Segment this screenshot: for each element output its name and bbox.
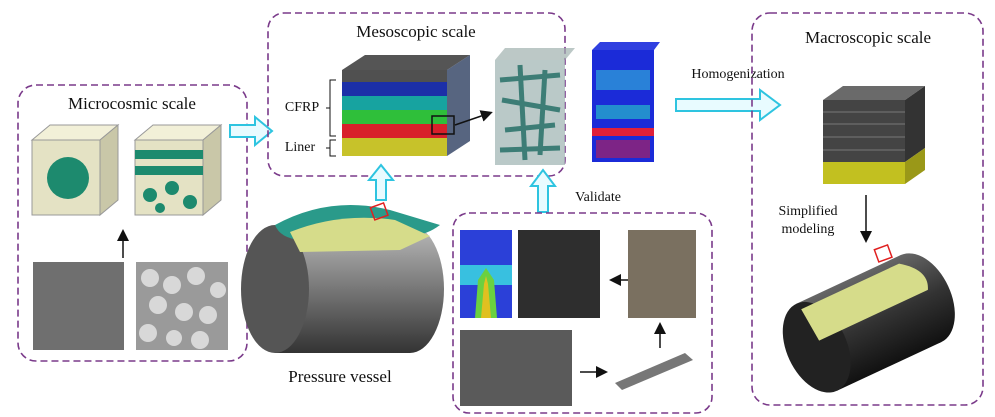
micro-cubes (30, 123, 223, 217)
mold-photo (460, 330, 572, 406)
cfrp-bracket (326, 79, 336, 137)
flow-arrow (366, 163, 396, 201)
simplified-label: Simplified (778, 204, 837, 219)
cfrp-label: CFRP (285, 100, 319, 115)
modeling-label: modeling (782, 222, 835, 237)
micro-box (17, 84, 248, 362)
validate-label: Validate (575, 190, 621, 205)
damage-cube (592, 42, 660, 162)
homogenization-label: Homogenization (691, 67, 784, 82)
specimen (615, 353, 693, 390)
validation-box (452, 212, 713, 414)
pressure-vessel (241, 202, 444, 353)
meso-title: Mesoscopic scale (356, 22, 475, 41)
macro-box (751, 12, 984, 406)
flow-arrow (529, 168, 557, 213)
macro-cube (823, 86, 925, 184)
machine-photo (628, 230, 696, 318)
fiber-cube (495, 48, 575, 165)
macro-title: Macroscopic scale (805, 28, 931, 47)
liner-bracket (326, 139, 336, 157)
sem-image (33, 262, 124, 350)
fe-result (460, 230, 512, 318)
layered-cube (342, 55, 470, 156)
macro-vessel (782, 244, 955, 393)
liner-label: Liner (285, 140, 316, 155)
zoom-arrow (454, 110, 493, 126)
vessel-caption: Pressure vessel (288, 367, 392, 386)
fiber-section (139, 267, 226, 349)
test-photo (518, 230, 600, 318)
micro-title: Microcosmic scale (68, 94, 196, 113)
flow-arrow (675, 88, 782, 122)
flow-arrow (229, 114, 274, 148)
